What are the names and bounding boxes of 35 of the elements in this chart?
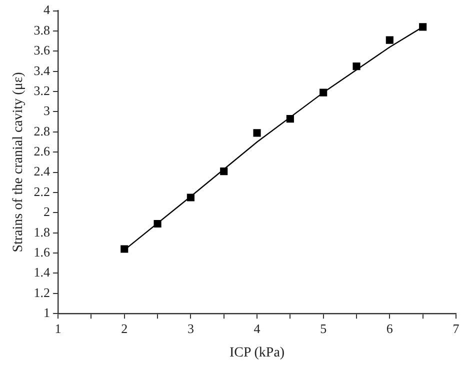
y-tick-label: 1.4 bbox=[34, 264, 51, 280]
point bbox=[120, 245, 128, 253]
x-axis-title: ICP (kPa) bbox=[229, 345, 285, 360]
x-tick-label: 2 bbox=[121, 320, 128, 336]
point bbox=[419, 23, 427, 31]
y-tick-label: 1 bbox=[44, 305, 50, 320]
y-tick-label: 4 bbox=[44, 2, 51, 18]
y-tick-label: 1.8 bbox=[34, 224, 50, 240]
point bbox=[320, 88, 328, 96]
point bbox=[386, 36, 394, 44]
y-tick-label: 2.2 bbox=[34, 184, 50, 199]
x-tick-label: 1 bbox=[54, 320, 62, 336]
point bbox=[220, 168, 228, 176]
y-tick-label: 2.4 bbox=[34, 164, 51, 179]
x-tick-label: 3 bbox=[187, 320, 194, 336]
y-axis-title: Strains of the cranial cavity (με) bbox=[11, 72, 26, 252]
point bbox=[253, 129, 261, 137]
y-tick-label: 3.2 bbox=[34, 82, 50, 98]
point bbox=[154, 220, 162, 228]
point bbox=[352, 62, 360, 70]
x-tick-label: 4 bbox=[254, 320, 261, 336]
y-tick-label: 3.6 bbox=[34, 42, 51, 58]
x-tick-label: 7 bbox=[452, 320, 460, 336]
y-tick-label: 3 bbox=[44, 103, 50, 118]
y-tick-label: 1.2 bbox=[34, 284, 50, 300]
x-tick-label: 5 bbox=[320, 320, 327, 336]
y-tick-label: 2.6 bbox=[34, 144, 51, 159]
y-tick-label: 1.6 bbox=[34, 244, 51, 260]
y-tick-label: 3.8 bbox=[34, 22, 50, 38]
y-tick-label: 3.4 bbox=[34, 62, 51, 78]
y-tick-label: 2.8 bbox=[34, 123, 50, 138]
x-tick-label: 6 bbox=[386, 320, 394, 336]
point bbox=[186, 194, 194, 202]
y-tick-label: 2 bbox=[44, 204, 50, 220]
point bbox=[286, 115, 294, 123]
